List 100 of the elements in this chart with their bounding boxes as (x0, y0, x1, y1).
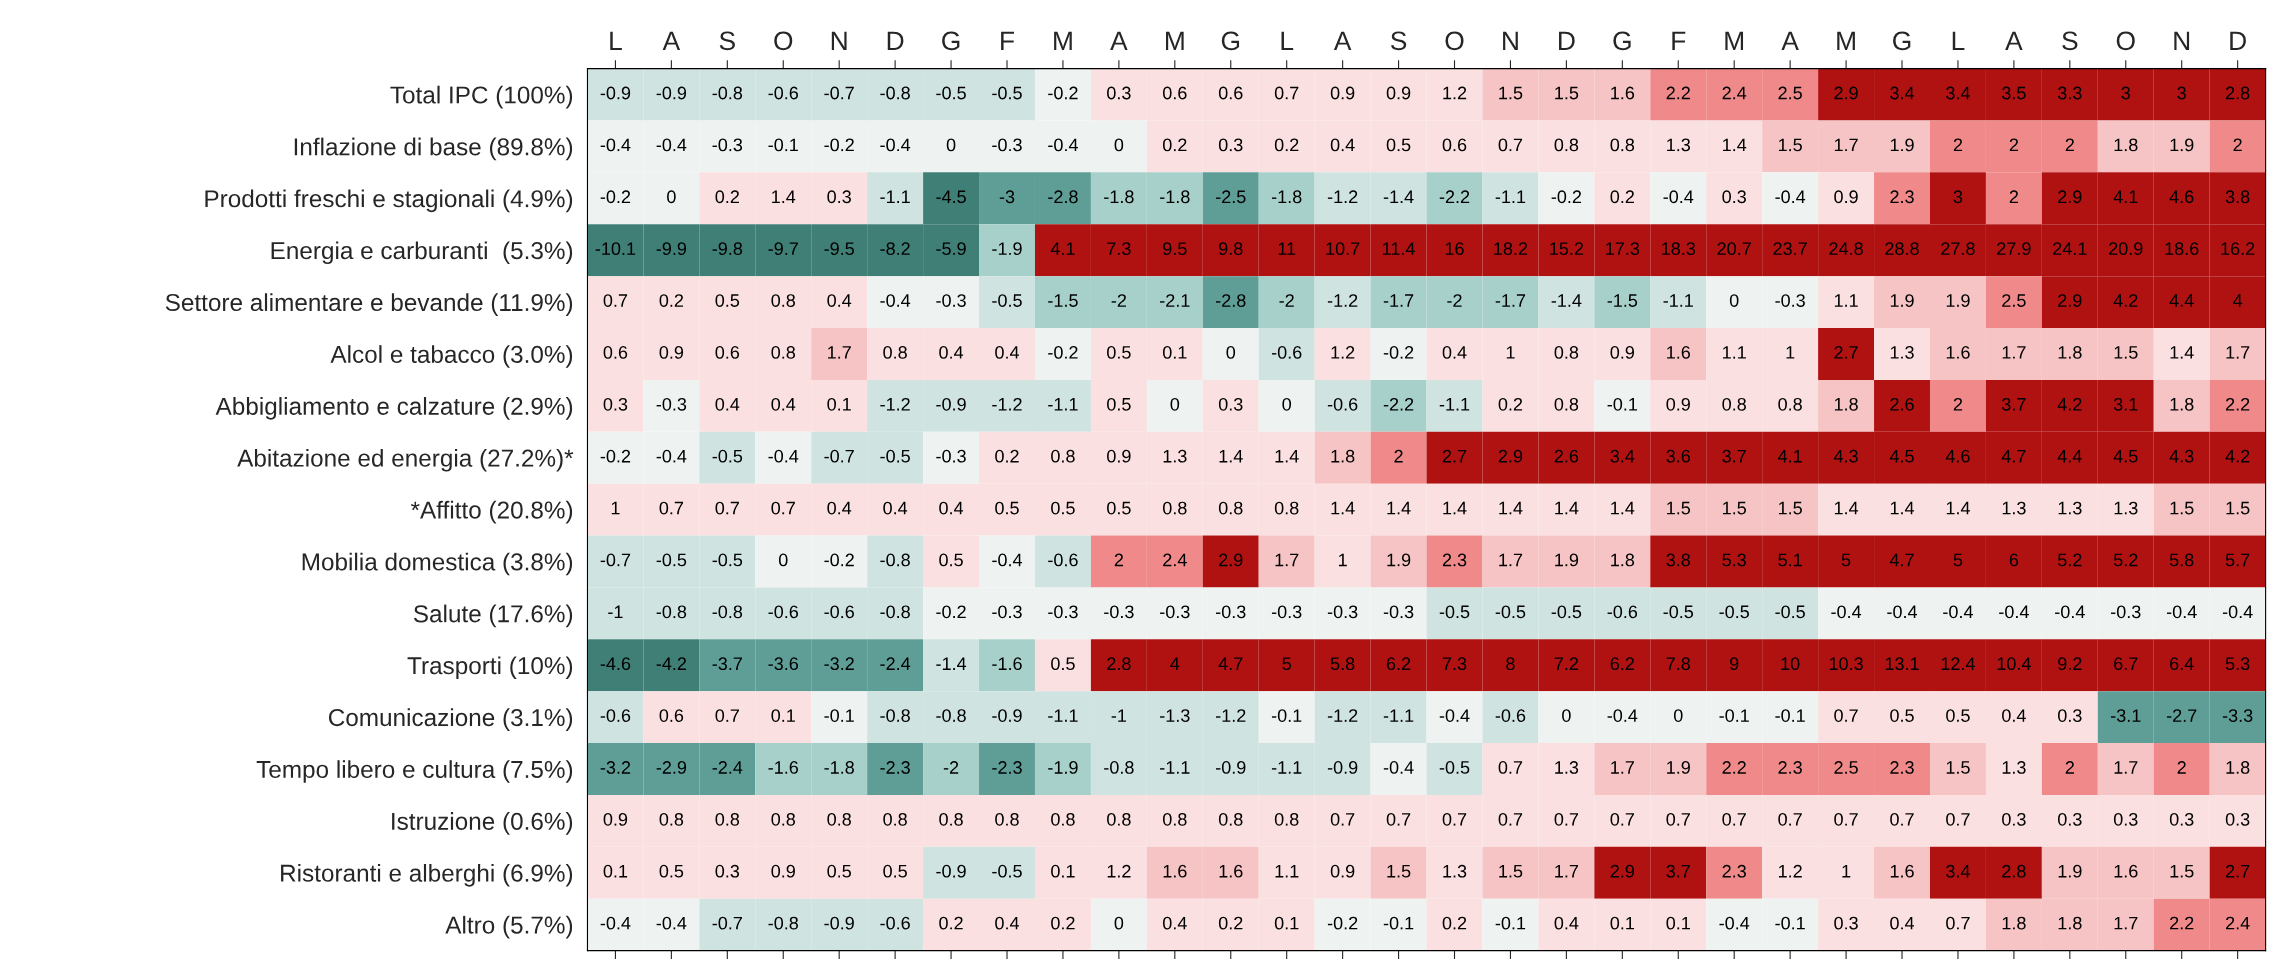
data-label: 5.8 (1330, 657, 1355, 671)
data-label: -0.8 (880, 553, 910, 567)
data-label: -0.8 (880, 86, 910, 100)
data-label: 2 (1953, 138, 1963, 152)
data-label: -1.7 (1495, 294, 1526, 307)
data-label: 1.4 (1611, 501, 1635, 515)
x-tick-label: S (1390, 31, 1407, 51)
data-label: 0.4 (995, 346, 1020, 359)
data-label: -1.2 (1327, 190, 1358, 203)
data-label: -0.3 (992, 605, 1022, 619)
data-label: 9.8 (1219, 242, 1243, 256)
data-label: -1.1 (1663, 294, 1693, 307)
data-label: 0 (1673, 709, 1683, 722)
data-label: 1.8 (1834, 397, 1858, 411)
data-label: -0.9 (1216, 761, 1246, 774)
data-label: -1.9 (1048, 761, 1078, 774)
data-label: 1.7 (2114, 916, 2138, 930)
x-tick-label: M (1837, 31, 1855, 50)
data-label: -0.4 (1887, 605, 1918, 619)
data-label: -0.3 (1383, 605, 1414, 619)
data-label: 0.7 (1666, 812, 1690, 826)
data-label: 0 (946, 138, 956, 152)
data-label: 1.3 (1443, 864, 1467, 878)
x-tick-label: N (831, 31, 847, 50)
data-label: 0.2 (1610, 190, 1634, 204)
data-label: 3.4 (1890, 86, 1915, 100)
data-label: 1.3 (2002, 501, 2026, 515)
data-label: 0.4 (939, 501, 964, 515)
data-label: 2.6 (1890, 397, 1914, 411)
x-tick-label: A (2005, 31, 2023, 50)
data-label: 0.6 (715, 346, 740, 359)
x-tick-label: L (610, 31, 622, 50)
data-label: 1.2 (1331, 346, 1355, 359)
data-label: 2 (2065, 761, 2074, 774)
data-label: 1.8 (2002, 916, 2026, 930)
y-tick-label: Settore alimentare e bevande (11.9%) (165, 293, 573, 316)
data-label: -0.4 (600, 916, 631, 930)
data-label: 1.4 (1723, 138, 1747, 152)
data-label: -0.1 (824, 709, 854, 722)
data-label: 0.8 (1107, 812, 1131, 826)
data-label: -2.8 (1216, 294, 1246, 307)
data-label: 7.8 (1666, 657, 1691, 671)
data-label: -1.4 (1551, 294, 1582, 307)
data-label: -0.1 (768, 138, 798, 152)
data-label: 1.3 (2002, 761, 2026, 774)
data-label: -1.7 (1383, 294, 1414, 307)
data-label: -0.5 (992, 294, 1022, 307)
data-label: 1.5 (1555, 86, 1579, 100)
data-label: -0.3 (712, 138, 743, 152)
data-label: 7.2 (1554, 657, 1579, 670)
data-label: 3.3 (2057, 86, 2082, 100)
data-label: -0.4 (880, 294, 911, 307)
data-label: 1.2 (1443, 86, 1467, 100)
data-label: 1.4 (1499, 501, 1523, 515)
y-tick-label: Comunicazione (3.1%) (328, 708, 573, 731)
data-label: 1.5 (2226, 501, 2250, 515)
data-label: 5.1 (1778, 553, 1802, 567)
data-label: 10.4 (1997, 657, 2031, 671)
data-label: 0 (1226, 346, 1236, 359)
data-label: 1.2 (1107, 864, 1131, 878)
data-label: -0.9 (1327, 761, 1358, 774)
y-tick-label: Mobilia domestica (3.8%) (302, 552, 573, 576)
x-tick-label: M (1725, 31, 1744, 50)
data-label: -0.4 (1607, 709, 1638, 722)
data-label: 0.7 (1386, 812, 1411, 826)
data-label: -0.3 (1775, 294, 1805, 307)
data-label: 4.5 (1889, 449, 1914, 463)
data-label: -0.5 (1719, 605, 1749, 619)
data-label: 0.8 (1162, 812, 1187, 826)
data-label: 0 (1114, 138, 1124, 152)
data-label: 1.8 (1331, 449, 1355, 463)
data-label: 0.9 (1330, 86, 1355, 100)
data-label: 0.7 (1946, 916, 1970, 930)
data-label: -0.6 (1048, 553, 1078, 567)
data-label: -1.1 (1271, 761, 1302, 774)
data-label: 1.3 (1163, 449, 1187, 463)
data-label: 0.3 (2169, 812, 2194, 826)
data-label: -0.4 (1439, 709, 1470, 722)
y-tick-label: *Affitto (20.8%) (410, 500, 573, 524)
x-tick-label: S (719, 31, 735, 51)
data-label: -0.4 (1831, 605, 1862, 619)
x-tick-label: F (1001, 31, 1015, 50)
data-label: 1.9 (2058, 864, 2082, 878)
data-label: 0.9 (1107, 449, 1131, 463)
data-label: -1.2 (992, 397, 1022, 411)
data-label: 3.6 (1666, 449, 1691, 463)
data-label: -0.1 (1271, 709, 1302, 722)
data-label: 1.5 (1387, 865, 1411, 878)
data-label: -0.1 (1719, 709, 1749, 722)
data-label: 0.7 (1610, 812, 1634, 826)
data-label: 0.8 (1554, 397, 1579, 411)
data-label: 1.4 (1219, 449, 1243, 463)
y-tick-label: Energia e carburanti (5.3%) (271, 241, 573, 265)
data-label: -0.6 (824, 605, 854, 619)
data-label: -0.4 (992, 553, 1023, 567)
data-label: 0.5 (1386, 138, 1411, 152)
data-label: -0.2 (1048, 346, 1078, 359)
data-label: 2 (2009, 190, 2019, 203)
data-label: -0.5 (880, 449, 910, 463)
x-tick-label: O (774, 31, 793, 51)
